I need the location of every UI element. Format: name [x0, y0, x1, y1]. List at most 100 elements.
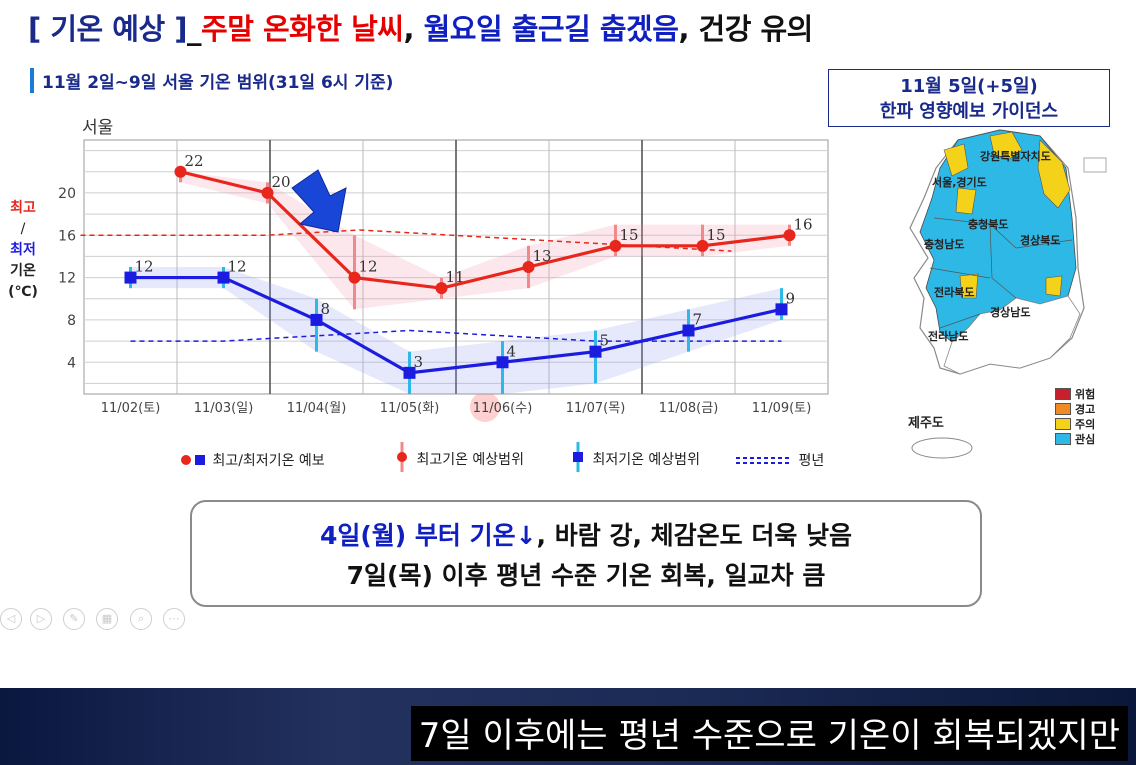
min-range-band: [130, 267, 782, 394]
min-temp-label: 8: [321, 300, 331, 318]
min-temp-label: 12: [135, 258, 154, 276]
ylabel-slash: /: [20, 221, 26, 237]
max-temp-line: [180, 170, 790, 290]
more-options-icon[interactable]: ⋯: [163, 608, 185, 630]
map-region-label: 경상남도: [990, 305, 1030, 319]
chart-subtitle: 11월 2일~9일 서울 기온 범위(31일 6시 기준): [30, 68, 393, 93]
ylabel-unit: (℃): [8, 284, 38, 300]
title-sep1: ,: [403, 12, 424, 46]
title-red: 주말 온화한 날씨: [201, 12, 404, 46]
min-temp-label: 12: [228, 258, 247, 276]
next-slide-icon[interactable]: ▷: [30, 608, 52, 630]
map-legend-item: 주의: [1055, 416, 1095, 431]
previous-slide-icon[interactable]: ◁: [0, 608, 22, 630]
legend-min-range-label: 최저기온 예상범위: [592, 452, 700, 468]
y-tick-label: 20: [58, 186, 76, 202]
guidance-title: 한파 영향예보 가이던스: [879, 101, 1059, 122]
map-region-yellow-4: [955, 187, 977, 215]
min-temp-point: [217, 271, 230, 284]
map-jeju-label: 제주도: [908, 416, 944, 431]
min-temp-point: [496, 356, 509, 369]
max-temp-label: 20: [272, 173, 291, 191]
max-temp-point: [348, 271, 361, 284]
map-region-label: 서울,경기도: [932, 175, 987, 189]
y-tick-label: 8: [67, 313, 76, 329]
x-tick-label: 11/03(일): [194, 401, 254, 416]
map-region-yellow-1: [989, 131, 1023, 161]
map-legend-label: 관심: [1075, 432, 1096, 446]
map-legend-swatch: [1055, 402, 1071, 415]
legend-max-range: 최고기온 예상범위: [392, 440, 524, 474]
y-tick-label: 12: [58, 271, 76, 287]
min-temp-label: 7: [693, 311, 703, 329]
max-temp-point: [696, 239, 709, 252]
map-region-label: 전라남도: [928, 329, 968, 343]
max-temp-point: [174, 165, 187, 178]
map-region-label: 경상북도: [1020, 233, 1060, 247]
map-region-none: [943, 295, 1081, 375]
chart-legend: 최고/최저기온 예보 최고기온 예상범위 최저기온 예상범위 평년: [180, 442, 840, 472]
summary-line1: 4일(월) 부터 기온↓, 바람 강, 체감온도 더욱 낮음: [192, 516, 980, 552]
x-tick-label: 11/08(금): [659, 401, 719, 416]
legend-max-range-label: 최고기온 예상범위: [416, 452, 524, 468]
map-region-label: 충청북도: [968, 217, 1008, 231]
x-tick-label: 11/07(목): [566, 401, 626, 416]
x-tick-label: 11/06(수): [473, 401, 533, 416]
title-blue: 월요일 출근길 춥겠음: [423, 12, 679, 46]
y-tick-label: 4: [67, 355, 76, 371]
video-caption: 7일 이후에는 평년 수준으로 기온이 회복되겠지만: [410, 706, 1128, 761]
max-temp-label: 22: [185, 152, 204, 170]
pointer-arrow-icon: [291, 169, 347, 233]
guidance-date: 11월 5일(+5일): [900, 76, 1038, 97]
legend-min-range: 최저기온 예상범위: [568, 440, 700, 474]
legend-forecast-icon: [181, 455, 205, 465]
legend-normal-icon: [736, 457, 790, 464]
map-legend-label: 경고: [1075, 402, 1096, 416]
summary-box: 4일(월) 부터 기온↓, 바람 강, 체감온도 더욱 낮음 7일(목) 이후 …: [190, 500, 982, 607]
map-region-yellow-2: [1037, 139, 1071, 209]
max-temp-label: 15: [620, 226, 639, 244]
slides-grid-icon[interactable]: ▦: [96, 608, 118, 630]
summary-line1-rest: , 바람 강, 체감온도 더욱 낮음: [536, 521, 853, 550]
map-region-label: 충청남도: [924, 237, 964, 251]
x-tick-label: 11/09(토): [752, 401, 812, 416]
map-jeju: [911, 437, 973, 459]
min-temp-point: [124, 271, 137, 284]
max-temp-point: [609, 239, 622, 252]
legend-normal: 평년: [734, 450, 824, 470]
min-temp-label: 3: [414, 353, 424, 371]
map-region-yellow-6: [1045, 275, 1063, 297]
pen-icon[interactable]: ✎: [63, 608, 85, 630]
legend-forecast: 최고/최저기온 예보: [180, 450, 325, 470]
map-legend-item: 위험: [1055, 386, 1095, 401]
max-temp-label: 15: [707, 226, 726, 244]
min-temp-point: [682, 324, 695, 337]
zoom-icon[interactable]: ⌕: [130, 608, 152, 630]
map-legend-label: 주의: [1075, 417, 1096, 431]
normal-min-line: [130, 329, 782, 342]
map-legend-swatch: [1055, 432, 1071, 445]
title-bracket: [ 기온 예상 ]: [28, 12, 188, 46]
map-region-yellow-3: [943, 143, 969, 177]
y-axis-label: 최고 / 최저 기온 (℃): [6, 198, 40, 303]
y-tick-label: 16: [58, 228, 76, 244]
max-temp-label: 16: [794, 215, 813, 233]
legend-max-range-icon: [397, 442, 407, 472]
min-temp-label: 9: [786, 289, 796, 307]
ylabel-max: 최고: [10, 200, 36, 216]
max-range-band: [180, 171, 790, 310]
title-underscore: _: [187, 12, 202, 46]
max-temp-point: [783, 229, 796, 242]
ylabel-temp: 기온: [10, 263, 36, 279]
min-temp-point: [589, 345, 602, 358]
cursor-highlight: [470, 392, 500, 422]
summary-line2: 7일(목) 이후 평년 수준 기온 회복, 일교차 큼: [346, 561, 826, 590]
max-temp-label: 11: [446, 268, 465, 286]
max-temp-label: 13: [533, 247, 552, 265]
map-legend-swatch: [1055, 387, 1071, 400]
x-tick-label: 11/04(월): [287, 401, 347, 416]
legend-forecast-label: 최고/최저기온 예보: [212, 453, 325, 469]
x-tick-label: 11/05(화): [380, 401, 440, 416]
map-legend-item: 경고: [1055, 401, 1095, 416]
legend-min-range-icon: [573, 442, 583, 472]
